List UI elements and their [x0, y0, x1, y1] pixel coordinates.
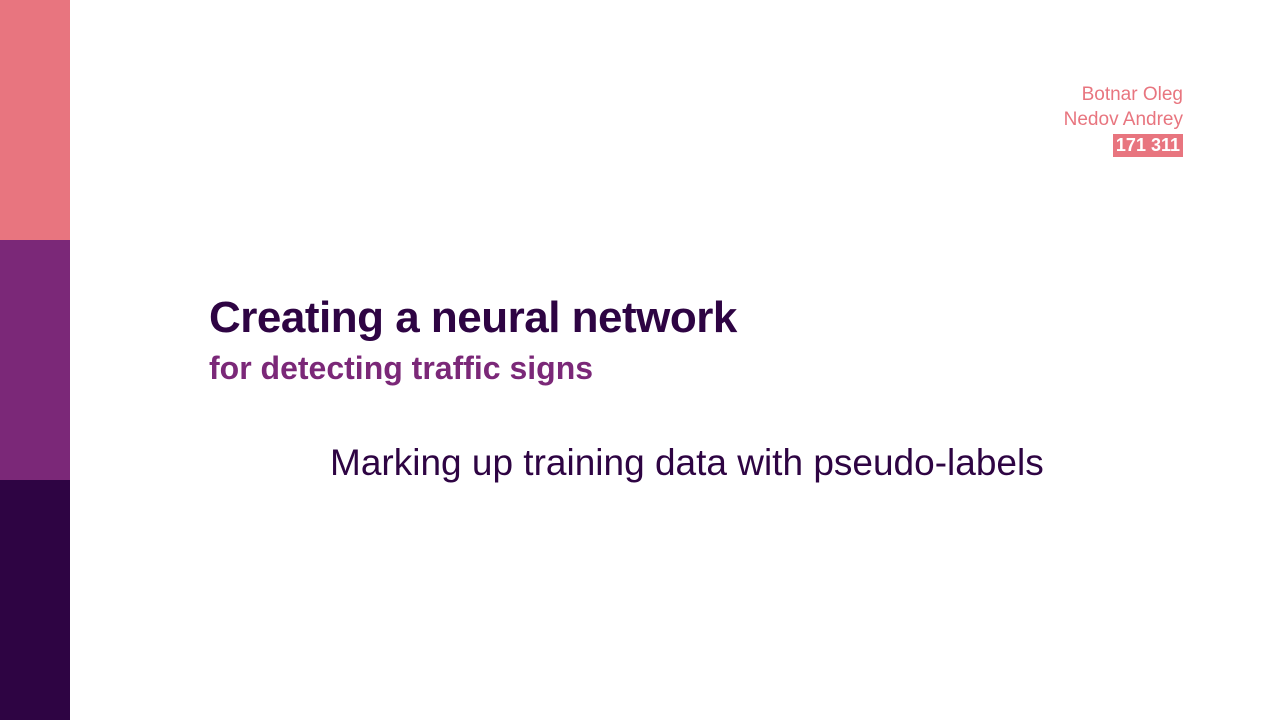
slide-topic: Marking up training data with pseudo-lab… [330, 442, 1044, 483]
author-name: Botnar Oleg [1081, 84, 1183, 105]
authors-block: Botnar Oleg Nedov Andrey 171 311 [1064, 82, 1183, 158]
stripe-top [0, 0, 70, 240]
stripe-middle [0, 240, 70, 480]
slide-subtitle: for detecting traffic signs [209, 350, 594, 386]
stripe-bottom [0, 480, 70, 720]
author-name: Nedov Andrey [1063, 109, 1183, 130]
group-badge: 171 311 [1112, 134, 1183, 157]
slide-title: Creating a neural network [209, 293, 737, 342]
